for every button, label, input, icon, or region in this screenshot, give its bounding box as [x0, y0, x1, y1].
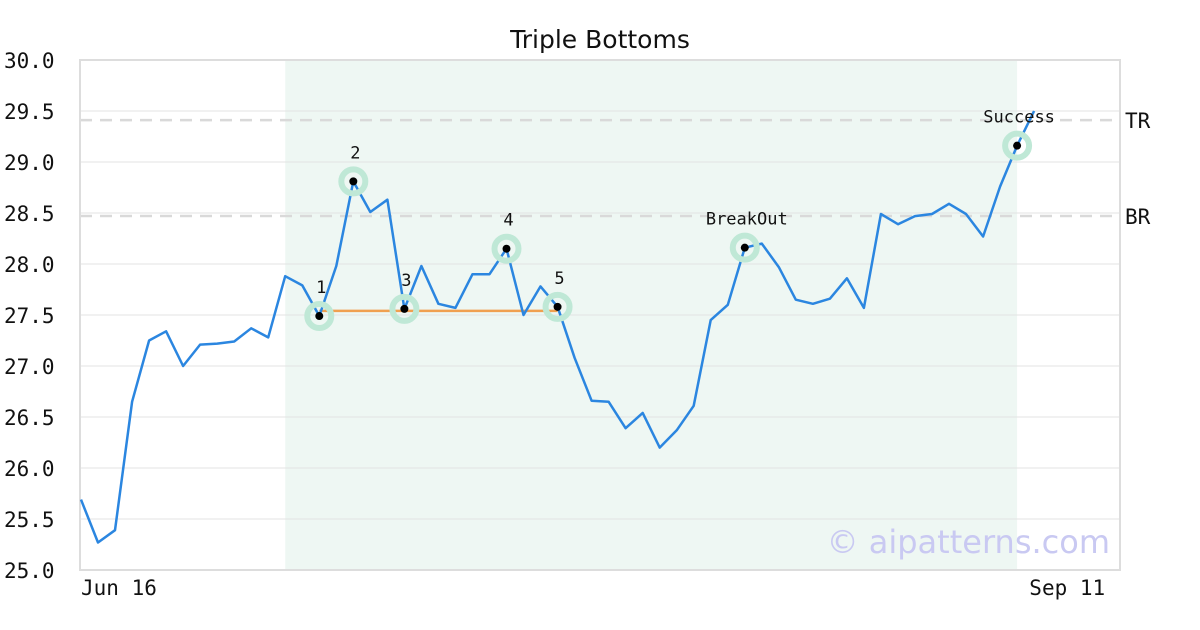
- x-axis-ticks: Jun 16 Sep 11: [81, 576, 1105, 600]
- annotation-label-3: 3: [401, 271, 411, 291]
- y-axis-ticks: 25.0 25.5 26.0 26.5 27.0 27.5 28.0 28.5 29.0 29.5…: [4, 49, 55, 583]
- annotation-label-1: 1: [316, 278, 326, 298]
- x-tick-label: Sep 11: [1029, 576, 1105, 600]
- marker-dot-1: [315, 312, 324, 321]
- y-tick-label: 29.0: [4, 151, 55, 175]
- marker-dot-5: [553, 302, 562, 311]
- y-tick-label: 26.5: [4, 406, 55, 430]
- marker-halo-5: [542, 291, 573, 322]
- plot-border: [79, 59, 1121, 571]
- y-tick-label: 26.0: [4, 457, 55, 481]
- annotation-label-success: Success: [983, 108, 1055, 128]
- annotation-label-4: 4: [503, 211, 513, 231]
- marker-halo-1: [304, 301, 335, 332]
- y-tick-label: 25.0: [4, 559, 55, 583]
- marker-dot-breakout: [740, 243, 749, 252]
- marker-halo-2: [338, 166, 369, 197]
- marker-dot-2: [349, 177, 358, 186]
- marker-halo-4: [491, 233, 522, 264]
- marker-dot-3: [400, 304, 409, 313]
- y-tick-label: 25.5: [4, 508, 55, 532]
- annotation-label-2: 2: [350, 143, 360, 163]
- annotation-label-breakout: BreakOut: [706, 210, 788, 230]
- level-lines: TR BR: [80, 109, 1151, 229]
- marker-halo-breakout: [729, 232, 760, 263]
- y-tick-label: 30.0: [4, 49, 55, 73]
- marker-dot-success: [1013, 141, 1022, 150]
- y-tick-label: 28.0: [4, 253, 55, 277]
- marker-dot-4: [502, 244, 511, 253]
- level-label-tr: TR: [1125, 109, 1151, 133]
- marker-halo-success: [1002, 130, 1033, 161]
- y-tick-label: 28.5: [4, 202, 55, 226]
- y-tick-label: 29.5: [4, 100, 55, 124]
- annotation-label-5: 5: [554, 269, 564, 289]
- x-tick-label: Jun 16: [81, 576, 157, 600]
- marker-halo-3: [389, 293, 420, 324]
- annotation-markers: 1 2 3 4 5 BreakOut Success: [304, 108, 1055, 332]
- level-label-br: BR: [1125, 205, 1151, 229]
- chart-title: Triple Bottoms: [509, 25, 690, 54]
- y-tick-label: 27.5: [4, 304, 55, 328]
- y-tick-label: 27.0: [4, 355, 55, 379]
- watermark: © aipatterns.com: [827, 523, 1110, 561]
